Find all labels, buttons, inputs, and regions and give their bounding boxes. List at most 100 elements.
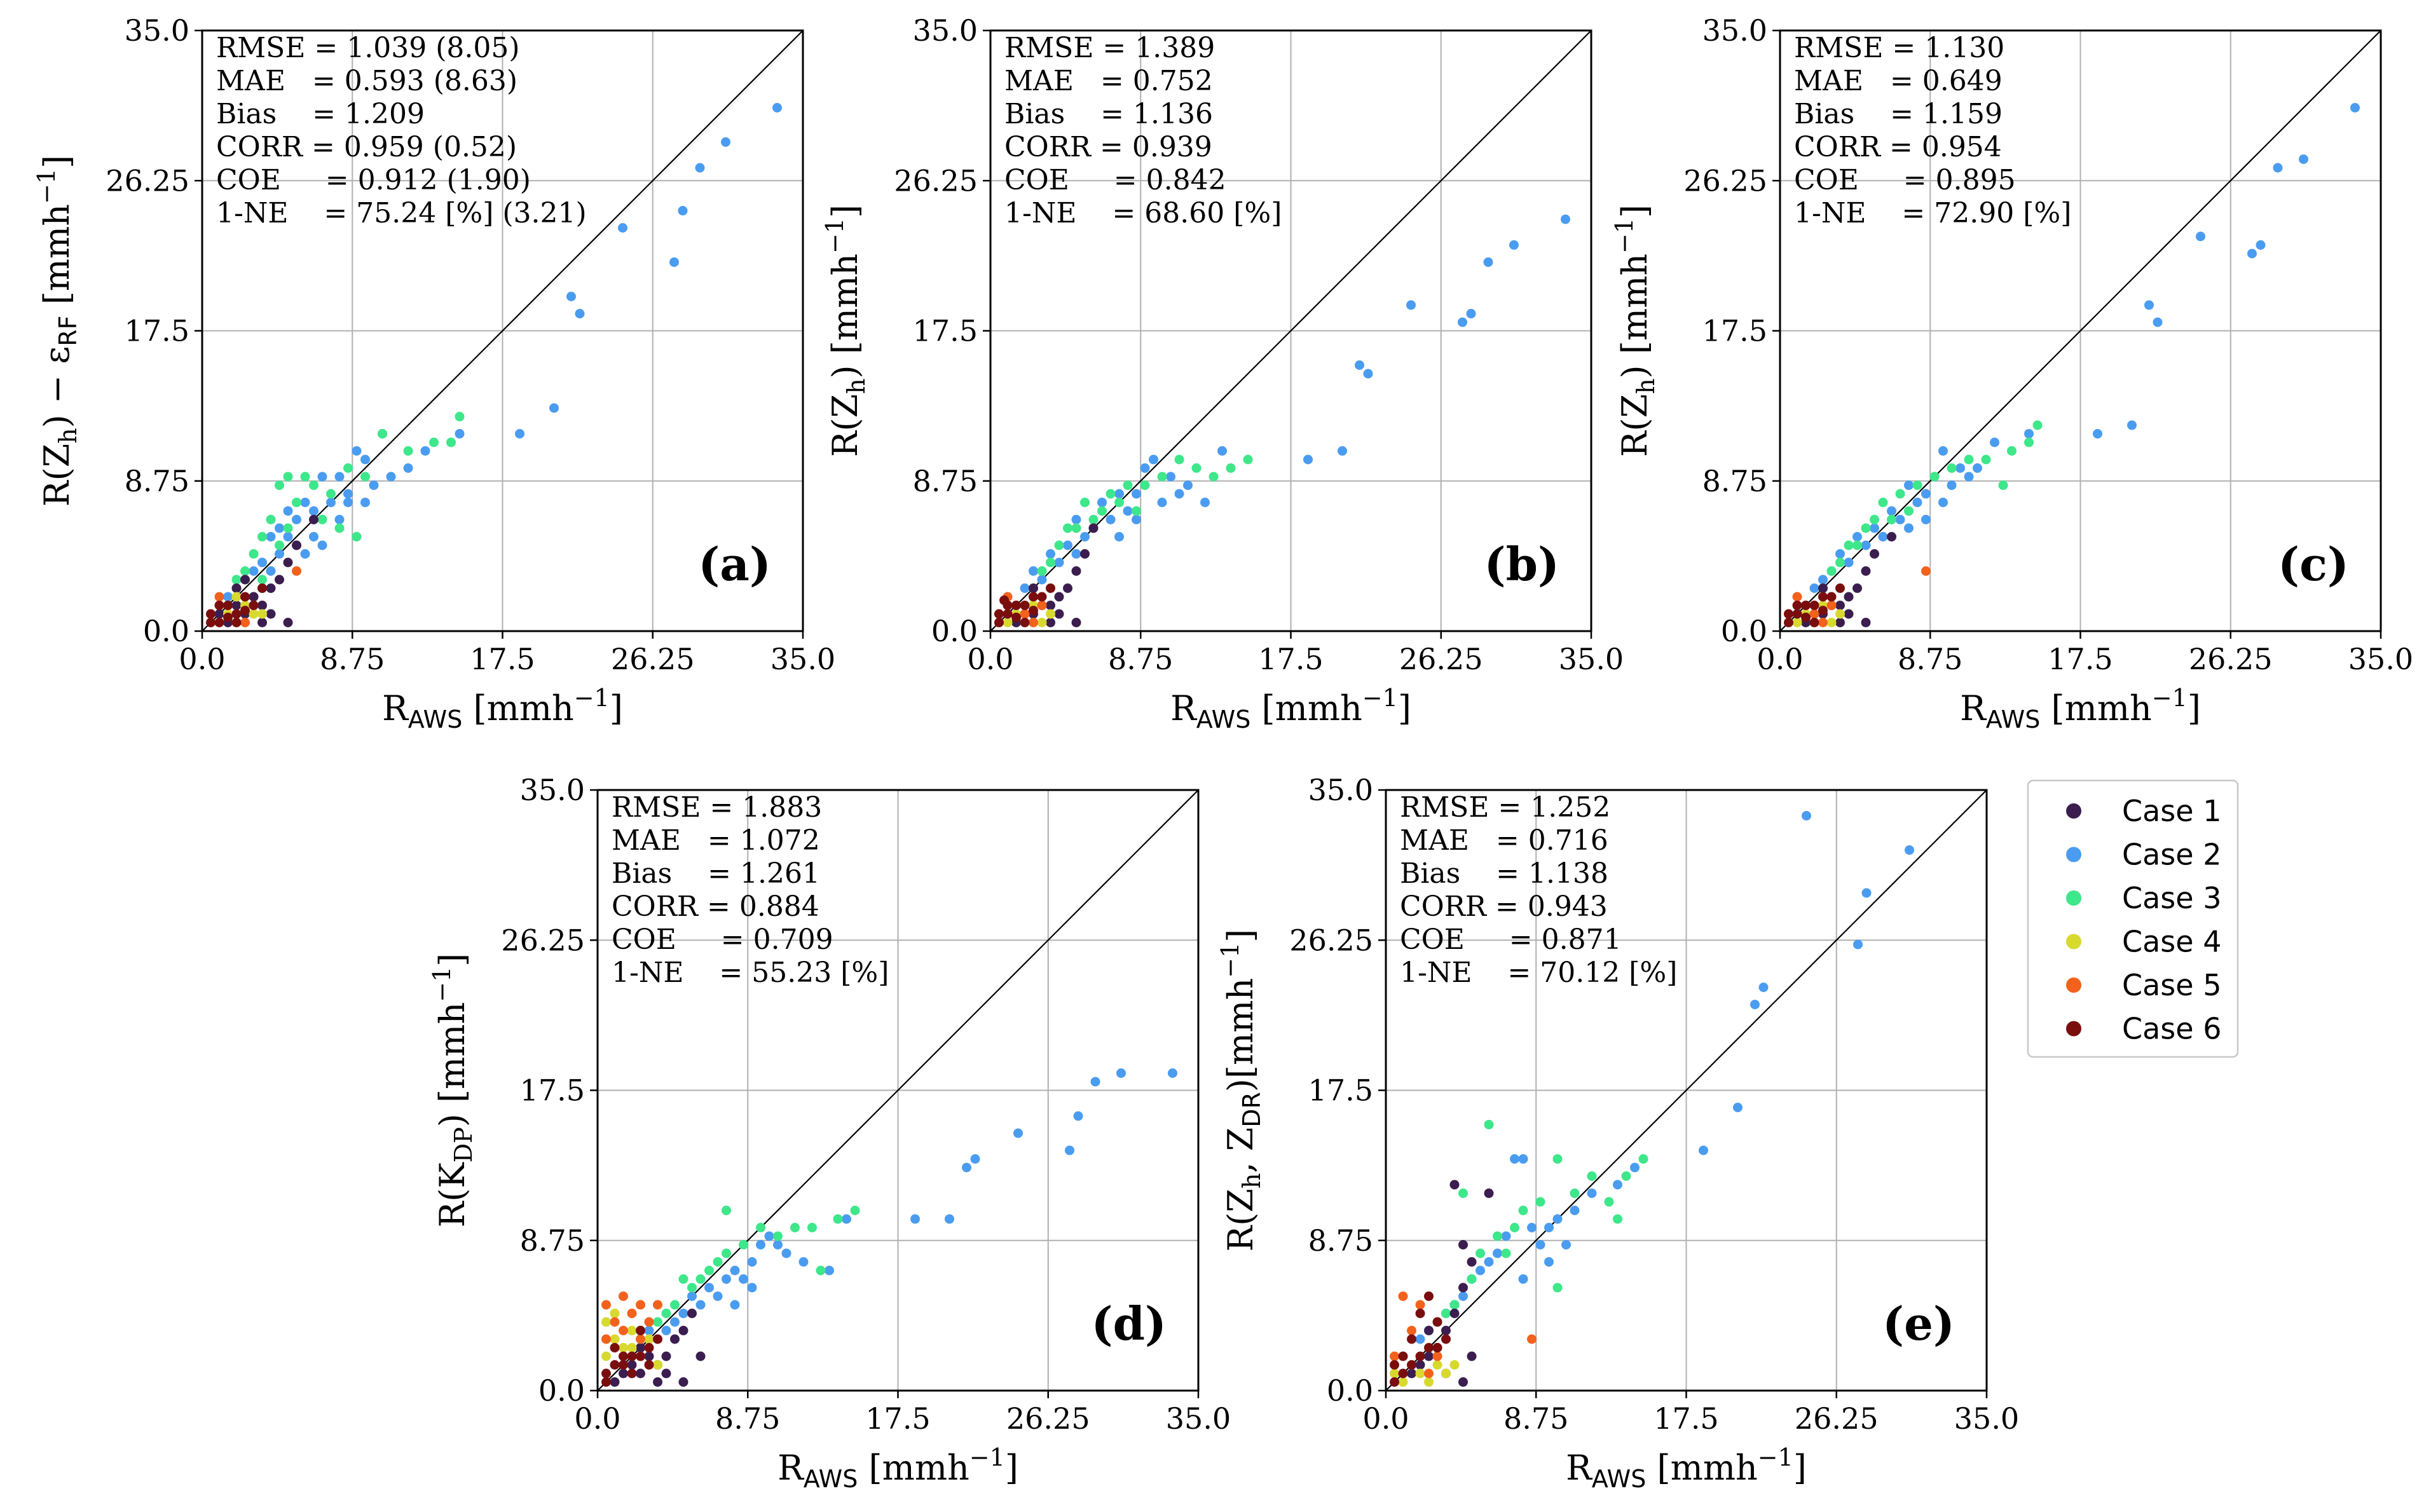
panel-label: (a) [698, 537, 771, 591]
legend-marker [2066, 934, 2081, 950]
stats-line: COE = 0.709 [612, 923, 833, 956]
y-tick-label: 8.75 [913, 464, 978, 498]
y-tick-label: 35.0 [913, 13, 978, 48]
legend: Case 1 Case 2 Case 3 Case 4 Case 5 Case 6 [2027, 779, 2239, 1058]
point-case-6 [994, 618, 1004, 627]
point-case-6 [610, 1343, 620, 1352]
point-case-6 [240, 592, 250, 602]
x-tick-label: 8.75 [715, 1401, 780, 1436]
stats-line: CORR = 0.943 [1400, 890, 1608, 923]
point-case-5 [1407, 1326, 1416, 1335]
panel-b: 0.00.0 8.75 8.75 17.5 17.5 26.25 26.25 35.0 35.0… [821, 13, 1624, 733]
point-case-6 [1029, 592, 1038, 602]
point-case-3 [1226, 463, 1236, 473]
point-case-2 [618, 223, 627, 233]
point-case-2 [1476, 1265, 1485, 1276]
point-case-3 [1552, 1283, 1563, 1293]
point-case-3 [653, 1317, 662, 1327]
point-case-2 [695, 163, 705, 173]
point-case-6 [1407, 1360, 1416, 1370]
point-case-2 [1509, 240, 1519, 250]
point-case-1 [670, 1334, 680, 1344]
point-case-2 [360, 454, 370, 465]
point-case-2 [257, 557, 267, 568]
point-case-2 [343, 489, 353, 499]
point-case-2 [360, 498, 370, 507]
point-case-2 [334, 515, 345, 524]
point-case-2 [1483, 257, 1493, 267]
point-case-6 [1424, 1343, 1434, 1352]
legend-marker [2066, 1021, 2081, 1037]
point-case-6 [1424, 1291, 1434, 1301]
x-tick-label: 0.0 [1362, 1401, 1409, 1436]
point-case-2 [678, 1309, 688, 1318]
legend-label: Case 3 [2122, 881, 2221, 915]
stats-line: 1-NE = 68.60 [%] [1004, 197, 1282, 229]
stats-line: CORR = 0.939 [1004, 131, 1212, 163]
legend-marker [2066, 847, 2081, 862]
point-case-3 [1054, 540, 1064, 550]
point-case-3 [300, 472, 310, 482]
y-tick-label: 26.25 [1289, 923, 1373, 957]
panel-label: (d) [1092, 1297, 1167, 1351]
point-case-2 [292, 515, 301, 524]
point-case-2 [420, 446, 430, 456]
point-case-2 [1200, 498, 1210, 507]
point-case-1 [1424, 1351, 1434, 1361]
point-case-1 [1861, 566, 1871, 576]
point-case-2 [1037, 575, 1047, 585]
point-case-4 [249, 609, 259, 619]
stats-line: COE = 0.842 [1004, 164, 1226, 196]
point-case-3 [292, 498, 301, 507]
point-case-6 [1390, 1377, 1399, 1387]
point-case-4 [1432, 1360, 1442, 1370]
point-case-2 [1157, 498, 1167, 507]
point-case-6 [636, 1326, 645, 1335]
point-case-3 [1063, 523, 1072, 533]
x-axis-label: RAWS [mmh−1] [382, 684, 623, 733]
point-case-2 [661, 1326, 671, 1335]
legend-marker [2066, 890, 2081, 906]
point-case-2 [825, 1265, 834, 1276]
point-case-2 [1217, 446, 1227, 456]
point-case-2 [1071, 549, 1081, 559]
point-case-3 [1501, 1248, 1511, 1258]
point-case-3 [1467, 1274, 1477, 1284]
x-tick-label: 35.0 [2348, 642, 2413, 676]
point-case-2 [1013, 1128, 1023, 1138]
point-case-2 [1895, 515, 1905, 524]
point-case-3 [1887, 515, 1896, 524]
point-case-2 [1853, 939, 1863, 950]
point-case-6 [231, 609, 242, 619]
point-case-2 [1921, 489, 1931, 499]
stats-line: CORR = 0.884 [612, 890, 819, 923]
panel-a: 0.00.0 8.75 8.75 17.5 17.5 26.25 26.25 35.0 35.0… [32, 13, 835, 733]
point-case-2 [1552, 1214, 1563, 1224]
y-tick-label: 17.5 [125, 314, 189, 348]
x-axis-label: RAWS [mmh−1] [1960, 684, 2201, 733]
point-case-5 [1390, 1351, 1399, 1361]
point-case-3 [1071, 523, 1081, 533]
point-case-6 [999, 595, 1010, 605]
stats-line: Bias = 1.159 [1794, 98, 2003, 130]
point-case-4 [1424, 1377, 1434, 1387]
point-case-1 [1484, 1188, 1494, 1198]
y-tick-label: 26.25 [501, 923, 585, 957]
point-case-2 [970, 1154, 980, 1164]
point-case-1 [1046, 618, 1055, 627]
point-case-3 [1174, 454, 1184, 465]
point-case-3 [231, 575, 242, 585]
point-case-5 [1424, 1368, 1434, 1379]
point-case-2 [1466, 309, 1476, 318]
point-case-2 [386, 472, 396, 482]
point-case-1 [1071, 566, 1081, 576]
point-case-3 [2024, 437, 2034, 447]
point-case-2 [1861, 540, 1871, 550]
stats-line: Bias = 1.138 [1400, 857, 1608, 890]
point-case-6 [1432, 1317, 1442, 1327]
panel-label: (e) [1882, 1297, 1955, 1351]
point-case-1 [1029, 583, 1038, 593]
point-case-1 [249, 592, 259, 602]
point-case-5 [610, 1317, 620, 1327]
